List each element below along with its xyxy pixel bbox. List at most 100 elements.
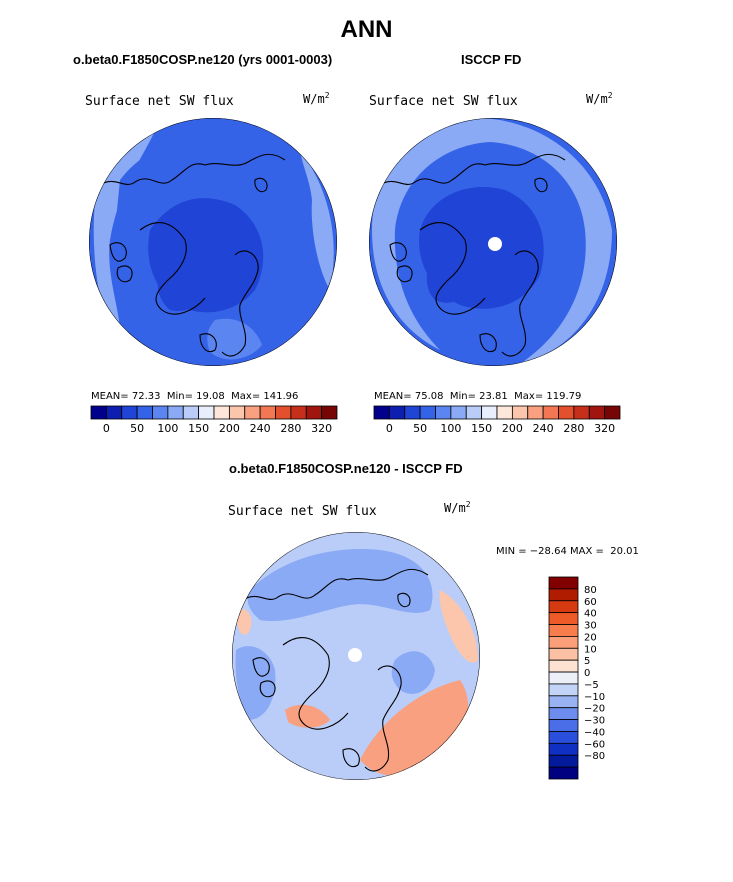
colorbar-3-tick-label: 0 <box>584 668 590 679</box>
panel-2-title: ISCCP FD <box>461 52 522 67</box>
colorbar-3-swatch <box>548 742 579 756</box>
colorbar-1-swatch <box>136 405 153 420</box>
colorbar-1-swatch <box>152 405 169 420</box>
panel-3-map <box>232 532 480 780</box>
colorbar-2-swatch <box>481 405 498 420</box>
panel-3-stats: MIN = −28.64 MAX = 20.01 <box>496 546 639 557</box>
colorbar-3-swatch <box>548 624 579 637</box>
colorbar-3-swatch <box>548 612 579 625</box>
colorbar-3-tick-label: −10 <box>584 692 605 703</box>
colorbar-1-tick-label: 150 <box>188 422 209 435</box>
colorbar-2-swatch <box>588 405 606 420</box>
colorbar-2-tick-label: 100 <box>440 422 461 435</box>
colorbar-1-swatch <box>259 405 276 420</box>
colorbar-2-tick-label: 240 <box>533 422 554 435</box>
colorbar-3-tick-label: 20 <box>584 632 597 643</box>
colorbar-2-swatch <box>558 405 575 420</box>
colorbar-3-tick-label: −20 <box>584 704 605 715</box>
colorbar-2-swatch <box>435 405 452 420</box>
panel-3-units: W/m2 <box>444 500 471 515</box>
colorbar-3-tick-label: 30 <box>584 621 597 632</box>
map-2-missing-pole <box>488 237 502 251</box>
colorbar-3-swatch <box>548 719 579 732</box>
colorbar-1-tick-label: 100 <box>157 422 178 435</box>
colorbar-1: 0 50 100 150 200 240 280 320 <box>90 405 338 435</box>
panel-2-map <box>369 118 617 366</box>
colorbar-3-tick-label: −80 <box>584 751 605 762</box>
map-3-blue-west <box>235 646 276 720</box>
colorbar-2-tick-label: 150 <box>471 422 492 435</box>
map-3-blue-east <box>391 651 435 694</box>
colorbar-2-swatch <box>373 405 390 420</box>
colorbar-2-swatch <box>419 405 436 420</box>
colorbar-2-tick-label: 0 <box>386 422 393 435</box>
map-2-coastlines <box>379 153 566 357</box>
colorbar-3-tick-label: −60 <box>584 739 605 750</box>
colorbar-1-tick-label: 280 <box>280 422 301 435</box>
colorbar-1-tick-label: 200 <box>219 422 240 435</box>
panel-2-stats: MEAN= 75.08 Min= 23.81 Max= 119.79 <box>374 391 582 402</box>
colorbar-2: 0 50 100 150 200 240 280 320 <box>373 405 621 435</box>
panel-1-stats: MEAN= 72.33 Min= 19.08 Max= 141.96 <box>91 391 299 402</box>
map-1-dark-greenland <box>157 261 215 311</box>
panel-2-units: W/m2 <box>586 91 613 106</box>
colorbar-3-swatch <box>548 754 579 768</box>
map-3-peach-west <box>236 608 252 635</box>
colorbar-3-swatch <box>548 647 579 661</box>
colorbar-3-swatch <box>548 731 579 744</box>
colorbar-1-swatch <box>275 405 292 420</box>
colorbar-3-tick-label: 5 <box>584 656 590 667</box>
colorbar-3-swatch <box>548 671 579 685</box>
colorbar-1-swatch <box>213 405 230 420</box>
colorbar-1-swatch <box>182 405 200 420</box>
map-3-missing-pole <box>348 648 362 662</box>
map-1-light-patch <box>207 318 262 360</box>
colorbar-1-tick-label: 320 <box>311 422 332 435</box>
colorbar-2-swatch <box>527 405 544 420</box>
colorbar-1-swatch <box>167 405 184 420</box>
colorbar-3-swatch <box>548 695 579 709</box>
figure-title: ANN <box>340 16 393 43</box>
panel-1-map <box>89 118 337 366</box>
colorbar-1-swatch <box>305 405 323 420</box>
colorbar-2-swatch <box>604 405 621 420</box>
colorbar-3-swatch <box>548 659 579 673</box>
panel-3-title: o.beta0.F1850COSP.ne120 - ISCCP FD <box>229 461 463 476</box>
colorbar-1-tick-label: 50 <box>130 422 144 435</box>
colorbar-2-swatch <box>496 405 513 420</box>
panel-3-variable: Surface net SW flux <box>228 504 377 519</box>
colorbar-1-swatch <box>244 405 261 420</box>
colorbar-3-tick-label: 80 <box>584 585 597 596</box>
colorbar-1-swatch <box>198 405 215 420</box>
colorbar-3-tick-label: 40 <box>584 609 597 620</box>
colorbar-3-tick-label: −40 <box>584 727 605 738</box>
colorbar-3-swatch <box>548 588 579 602</box>
colorbar-1-swatch <box>290 405 307 420</box>
panel-1-title: o.beta0.F1850COSP.ne120 (yrs 0001-0003) <box>73 52 333 67</box>
panel-2-variable: Surface net SW flux <box>369 94 518 109</box>
colorbar-2-swatch <box>404 405 421 420</box>
map-3-coastlines <box>242 568 429 772</box>
colorbar-2-swatch <box>388 405 406 420</box>
colorbar-2-tick-label: 200 <box>502 422 523 435</box>
colorbar-2-tick-label: 320 <box>594 422 615 435</box>
colorbar-2-swatch <box>542 405 559 420</box>
map-3-peach-east <box>439 590 478 663</box>
colorbar-2-swatch <box>465 405 483 420</box>
colorbar-3-swatch <box>548 766 579 780</box>
map-1-pale-band-east <box>300 150 334 290</box>
colorbar-3-swatch <box>548 683 579 697</box>
colorbar-2-tick-label: 280 <box>563 422 584 435</box>
colorbar-3-tick-label: 10 <box>584 644 597 655</box>
map-3-orange-greenland-edge <box>285 704 330 728</box>
colorbar-2-swatch <box>511 405 529 420</box>
colorbar-1-swatch <box>121 405 138 420</box>
colorbar-3-tick-label: −30 <box>584 716 605 727</box>
colorbar-1-swatch <box>228 405 246 420</box>
colorbar-1-swatch <box>321 405 338 420</box>
colorbar-3-tick-label: 60 <box>584 597 597 608</box>
colorbar-1-swatch <box>90 405 107 420</box>
colorbar-1-tick-label: 240 <box>250 422 271 435</box>
